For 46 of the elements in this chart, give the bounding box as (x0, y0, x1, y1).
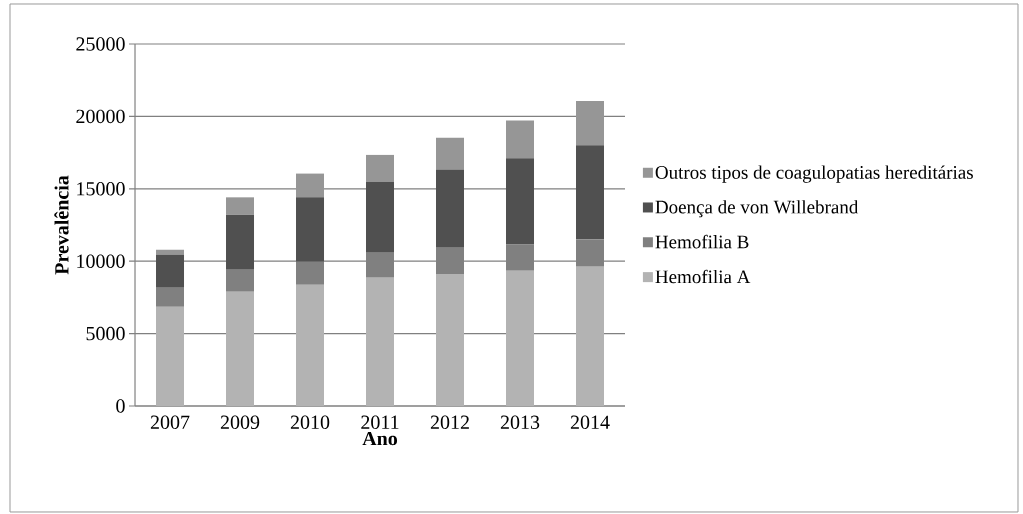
x-tick-label: 2010 (290, 415, 330, 430)
x-tick-label: 2012 (430, 415, 469, 430)
legend-label: Hemofilia B (655, 234, 749, 249)
bar (506, 120, 535, 159)
bar (156, 306, 185, 406)
bar (436, 169, 464, 248)
bar (366, 181, 395, 253)
x-tick-label: 2011 (361, 415, 399, 430)
bar (436, 274, 464, 406)
x-tick-label: 2009 (220, 415, 260, 430)
y-tick-label: 25000 (76, 37, 125, 51)
bar (436, 137, 464, 170)
x-tick-label: 2013 (500, 415, 540, 430)
x-tick-label: 2014 (570, 415, 610, 430)
bar (296, 197, 325, 262)
x-tick-label: 2007 (150, 415, 190, 430)
bar (366, 277, 395, 406)
legend-label: Outros tipos de coagulopatias hereditárias (655, 165, 973, 183)
legend-label: Doença de von Willebrand (655, 200, 859, 218)
bar (506, 158, 535, 245)
y-tick-label: 0 (116, 399, 125, 413)
bar (226, 214, 255, 270)
bar (576, 266, 604, 406)
bar (576, 145, 604, 240)
legend-label: Hemofilia A (655, 269, 751, 284)
bar (576, 239, 604, 267)
bar (506, 244, 535, 271)
bar (366, 252, 395, 278)
bar (226, 269, 255, 292)
bar (296, 261, 325, 285)
bar (226, 291, 255, 406)
y-tick-label: 10000 (77, 254, 125, 268)
y-axis-title: Prevalência (54, 175, 69, 275)
y-tick-label: 15000 (77, 182, 125, 196)
bar (296, 284, 325, 406)
bar (366, 154, 395, 182)
bar (156, 254, 185, 288)
bar (296, 173, 325, 198)
bar (156, 287, 185, 307)
bar (436, 247, 464, 275)
bar (226, 197, 255, 215)
bar (506, 270, 535, 406)
y-tick-label: 5000 (86, 326, 125, 341)
bar (576, 101, 604, 146)
x-axis-title: Ano (362, 431, 398, 446)
y-tick-label: 20000 (76, 109, 125, 124)
